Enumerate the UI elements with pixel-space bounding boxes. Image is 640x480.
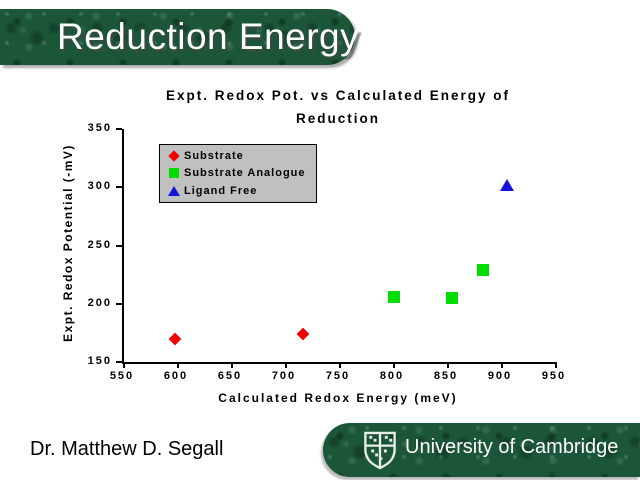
square-marker-icon (167, 167, 180, 180)
chart-legend: Substrate Substrate Analogue Ligand Free (159, 144, 317, 203)
y-tick-label: 200 (87, 296, 112, 309)
x-tick-label: 750 (325, 370, 351, 382)
legend-label: Substrate Analogue (184, 167, 306, 180)
y-tick-label: 150 (87, 355, 112, 367)
x-tick (123, 362, 125, 368)
legend-entry: Ligand Free (167, 183, 316, 199)
slide-title: Reduction Energy (57, 16, 360, 57)
y-tick (116, 186, 122, 189)
x-tick (231, 362, 233, 368)
data-point-substrate-analogue (476, 263, 489, 276)
author-name: Dr. Matthew D. Segall (30, 438, 224, 460)
cambridge-crest-icon (364, 431, 396, 470)
y-tick-label: 250 (87, 238, 112, 251)
y-tick-label: 300 (87, 180, 112, 193)
y-tick (116, 244, 122, 247)
x-tick-label: 550 (109, 370, 135, 382)
footer-banner: University of Cambridge (323, 423, 640, 477)
chart-title: Expt. Redox Pot. vs Calculated Energy of… (122, 84, 554, 130)
legend-entry: Substrate Analogue (167, 165, 316, 181)
chart-title-line1: Expt. Redox Pot. vs Calculated Energy of (165, 88, 511, 103)
legend-label: Ligand Free (184, 185, 258, 198)
y-tick-label: 350 (87, 122, 112, 134)
legend-entry: Substrate (167, 148, 316, 164)
y-tick (116, 361, 122, 363)
x-tick (285, 362, 287, 368)
x-tick (447, 362, 449, 368)
x-tick-label: 900 (487, 370, 513, 382)
data-point-substrate (296, 327, 310, 341)
x-tick (177, 362, 179, 368)
diamond-marker-icon (167, 149, 180, 162)
x-tick-label: 850 (433, 370, 459, 382)
x-tick (555, 362, 557, 368)
triangle-marker-icon (167, 185, 180, 198)
x-tick-label: 650 (217, 370, 243, 382)
y-tick (116, 302, 122, 305)
title-banner: Reduction Energy (0, 9, 359, 65)
plot-area (116, 128, 557, 368)
x-axis-title: Calculated Redox Energy (meV) (218, 391, 458, 405)
x-tick-label: 800 (379, 370, 405, 382)
data-point-substrate (168, 332, 182, 346)
x-tick-label: 950 (541, 370, 567, 382)
x-tick-label: 700 (271, 370, 297, 382)
university-name: University of Cambridge (405, 436, 619, 458)
x-tick (339, 362, 341, 368)
x-tick-label: 600 (163, 370, 189, 382)
x-tick (393, 362, 395, 368)
legend-label: Substrate (184, 149, 244, 162)
y-tick (116, 128, 122, 130)
chart-title-line2: Reduction (296, 111, 380, 126)
data-point-substrate-analogue (446, 291, 459, 304)
data-point-substrate-analogue (388, 290, 400, 303)
x-tick (501, 362, 503, 368)
data-point-ligand-free (500, 178, 515, 191)
